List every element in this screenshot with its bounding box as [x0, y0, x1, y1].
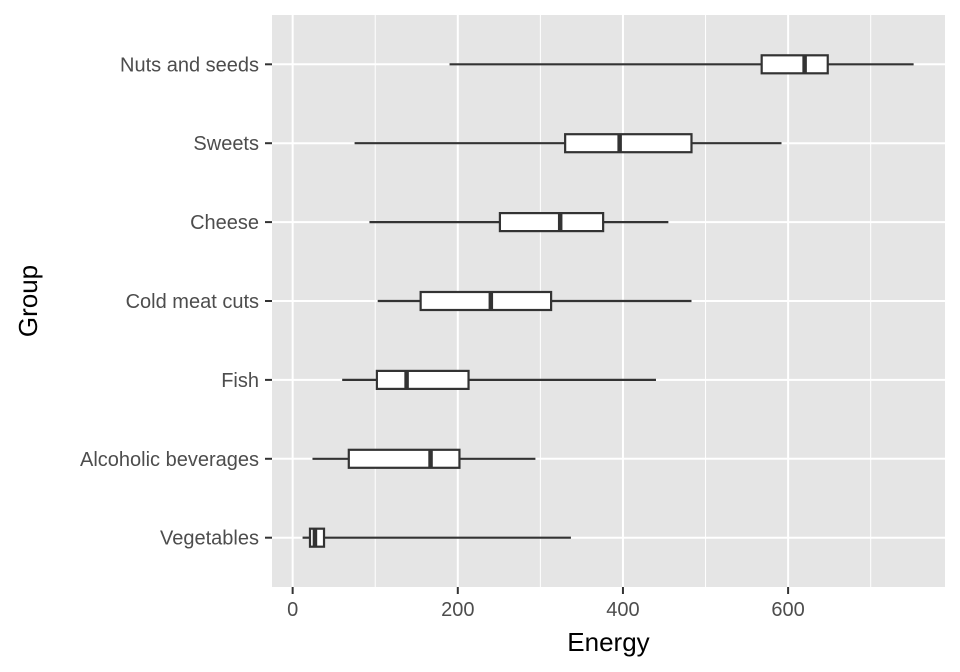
y-tick-label: Alcoholic beverages [80, 449, 259, 471]
x-tick-label: 600 [771, 599, 804, 621]
x-tick-label: 400 [606, 599, 639, 621]
y-axis: Nuts and seeds Sweets Cheese Cold meat cuts… [80, 54, 272, 550]
y-tick-label: Cheese [190, 212, 259, 234]
box-cheese [369, 212, 669, 233]
box-iqr [498, 212, 605, 233]
x-tick-label: 0 [287, 599, 298, 621]
x-tick-label: 200 [441, 599, 474, 621]
box-iqr [375, 369, 470, 390]
x-axis-title: Energy [567, 627, 649, 657]
box-nuts-and-seeds [449, 54, 914, 75]
box-cold-meat-cuts [377, 290, 692, 312]
y-tick-label: Fish [221, 370, 259, 392]
x-axis: 0 200 400 600 [287, 587, 805, 621]
box-iqr [564, 133, 693, 154]
y-axis-title: Group [13, 265, 43, 337]
box-sweets [354, 133, 782, 154]
box-vegetables [302, 527, 571, 548]
y-tick-label: Nuts and seeds [120, 54, 259, 76]
y-tick-label: Sweets [193, 133, 259, 155]
box-iqr [347, 448, 461, 469]
box-fish [342, 369, 656, 390]
box-alcoholic-beverages [312, 448, 536, 469]
boxes [302, 54, 914, 548]
box-iqr [760, 54, 829, 75]
y-tick-label: Cold meat cuts [126, 291, 259, 313]
box-iqr [419, 290, 553, 312]
y-tick-label: Vegetables [160, 528, 259, 550]
